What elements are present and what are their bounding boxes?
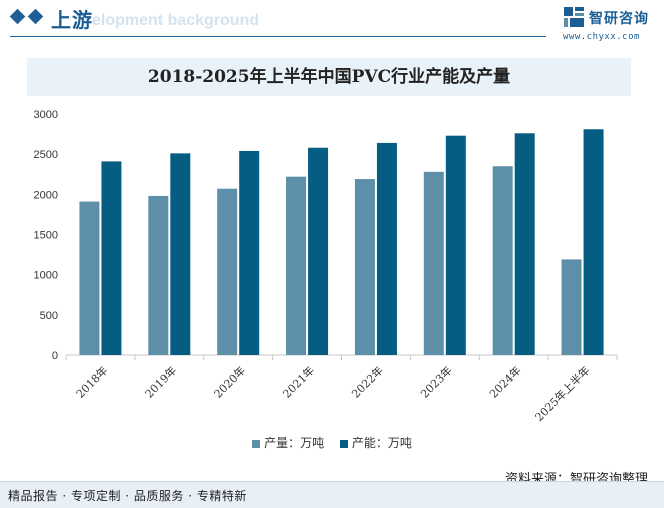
- page-footer: 精品报告 · 专项定制 · 品质服务 · 专精特新: [0, 481, 664, 508]
- bar-production: [148, 195, 169, 355]
- y-tick-label: 3000: [34, 109, 58, 121]
- chart-legend: 产量：万吨 产能：万吨: [0, 434, 664, 451]
- bar-capacity: [376, 142, 397, 355]
- x-tick-label: 2024年: [486, 363, 523, 400]
- x-tick-label: 2022年: [349, 363, 386, 400]
- bar-production: [423, 171, 444, 355]
- header-ghost-subtitle: elopment background: [92, 12, 260, 29]
- bar-capacity: [583, 129, 604, 355]
- page-header: elopment background 上游 智研咨询 www.chyxx.co…: [0, 0, 664, 44]
- header-divider: [10, 36, 546, 37]
- bar-production: [354, 179, 375, 355]
- x-tick-label: 2018年: [73, 363, 110, 400]
- legend-item-capacity: 产能：万吨: [339, 434, 412, 451]
- bar-capacity: [239, 150, 260, 355]
- bar-capacity: [170, 153, 191, 355]
- bar-production: [561, 259, 582, 355]
- legend-label-capacity: 产能：万吨: [351, 436, 412, 450]
- footer-tagline: 精品报告 · 专项定制 · 品质服务 · 专精特新: [8, 489, 247, 503]
- y-tick-label: 2000: [34, 189, 58, 201]
- legend-item-production: 产量：万吨: [252, 434, 324, 451]
- diamond-icon: [27, 8, 44, 25]
- x-tick-label: 2021年: [280, 363, 317, 400]
- chart-title-band: [27, 58, 631, 96]
- y-tick-label: 1500: [34, 230, 58, 242]
- x-tick-label: 2025年上半年: [532, 363, 593, 424]
- y-tick-label: 2500: [34, 149, 58, 161]
- legend-swatch-capacity: [339, 439, 348, 448]
- y-tick-label: 500: [40, 310, 58, 322]
- bar-chart: 0 500 1000 1500 2000 2500 3000 2018年 2019年 2020年 2…: [34, 109, 618, 424]
- logo-name: 智研咨询: [589, 11, 649, 27]
- legend-label-production: 产量：万吨: [264, 436, 325, 450]
- bar-capacity: [308, 147, 329, 355]
- chart-title: 2018-2025年上半年中国PVC行业产能及产量: [147, 67, 511, 87]
- header-title: 上游: [51, 8, 93, 32]
- y-tick-label: 1000: [34, 270, 58, 282]
- bar-production: [217, 188, 238, 355]
- y-tick-label: 0: [52, 350, 58, 362]
- logo-url: www.chyxx.com: [563, 32, 640, 42]
- bar-capacity: [445, 135, 466, 355]
- x-tick-label: 2019年: [142, 363, 179, 400]
- bar-production: [79, 201, 100, 355]
- bar-production: [492, 166, 513, 355]
- bar-capacity: [101, 161, 122, 355]
- bar-capacity: [514, 133, 535, 355]
- x-tick-label: 2023年: [417, 363, 454, 400]
- diamond-icon: [9, 8, 26, 25]
- bar-production: [286, 176, 307, 355]
- legend-swatch-production: [252, 439, 261, 448]
- x-tick-label: 2020年: [211, 363, 248, 400]
- chyxx-logo-icon: [564, 7, 584, 27]
